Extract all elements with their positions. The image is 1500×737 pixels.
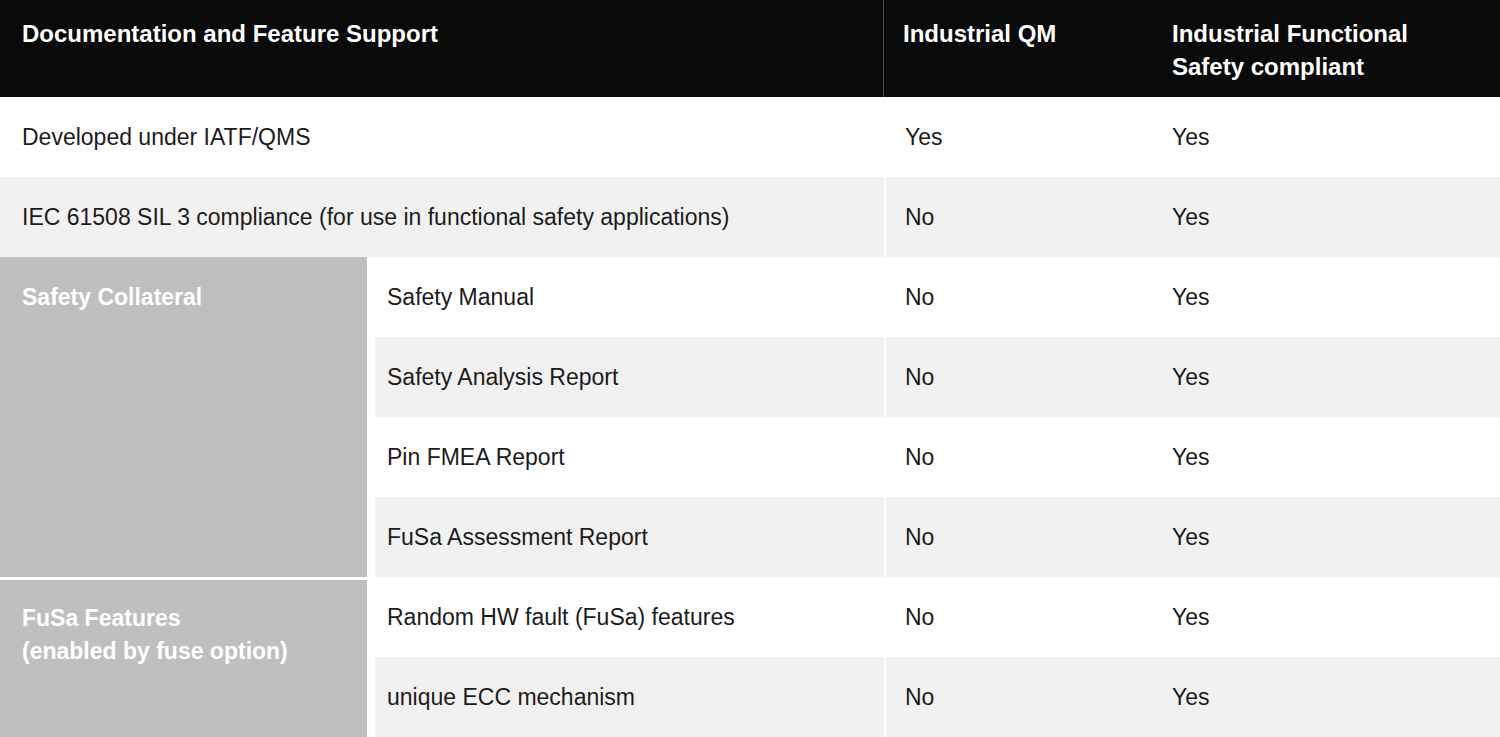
group-header-fusa-features: FuSa Features (enabled by fuse option) — [0, 577, 375, 737]
header-industrial-functional-safety-line1: Industrial Functional — [1172, 17, 1500, 50]
fusa-value: Yes — [1170, 257, 1500, 337]
qm-value: No — [884, 417, 1170, 497]
sub-feature-label: Random HW fault (FuSa) features — [375, 577, 884, 657]
group-header-safety-collateral: Safety Collateral — [0, 257, 375, 577]
header-industrial-functional-safety-line2: Safety compliant — [1172, 50, 1500, 83]
fusa-value: Yes — [1170, 497, 1500, 577]
qm-value: No — [884, 497, 1170, 577]
sub-feature-label: Pin FMEA Report — [375, 417, 884, 497]
qm-value: No — [884, 577, 1170, 657]
qm-value: No — [884, 177, 1170, 257]
header-documentation-and-feature-support: Documentation and Feature Support — [0, 0, 884, 97]
sub-feature-label: Safety Analysis Report — [375, 337, 884, 417]
group-header-fusa-features-line2: (enabled by fuse option) — [22, 635, 367, 668]
feature-label: IEC 61508 SIL 3 compliance (for use in f… — [0, 177, 884, 257]
fusa-value: Yes — [1170, 97, 1500, 177]
fusa-value: Yes — [1170, 337, 1500, 417]
fusa-value: Yes — [1170, 657, 1500, 737]
feature-support-table: Documentation and Feature Support Indust… — [0, 0, 1500, 737]
feature-label: Developed under IATF/QMS — [0, 97, 884, 177]
group-header-safety-collateral-label: Safety Collateral — [22, 281, 367, 314]
sub-feature-label: unique ECC mechanism — [375, 657, 884, 737]
header-industrial-functional-safety: Industrial Functional Safety compliant — [1170, 0, 1500, 97]
group-header-fusa-features-line1: FuSa Features — [22, 602, 367, 635]
fusa-value: Yes — [1170, 417, 1500, 497]
qm-value: No — [884, 257, 1170, 337]
sub-feature-label: FuSa Assessment Report — [375, 497, 884, 577]
qm-value: No — [884, 337, 1170, 417]
fusa-value: Yes — [1170, 577, 1500, 657]
header-industrial-qm: Industrial QM — [884, 0, 1170, 97]
qm-value: No — [884, 657, 1170, 737]
fusa-value: Yes — [1170, 177, 1500, 257]
qm-value: Yes — [884, 97, 1170, 177]
sub-feature-label: Safety Manual — [375, 257, 884, 337]
